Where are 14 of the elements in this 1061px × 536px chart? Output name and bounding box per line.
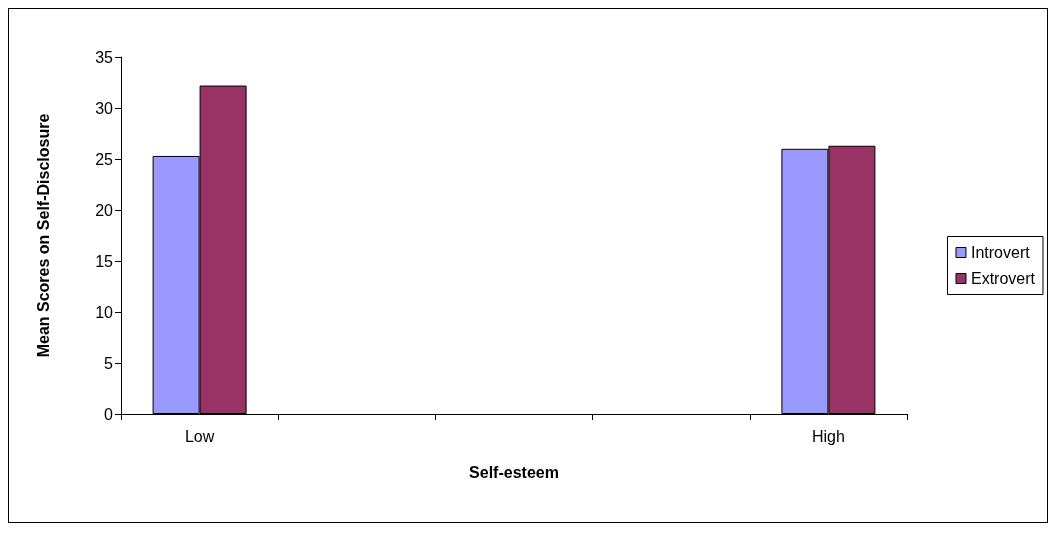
legend-label: Extrovert [970,270,1036,287]
x-tick-label: Low [184,427,215,445]
y-tick-label: 30 [95,99,114,117]
y-tick-label: 5 [104,354,114,372]
y-tick-label: 15 [95,252,114,270]
y-tick-label: 35 [95,48,114,66]
y-axis-title: Mean Scores on Self-Disclosure [34,113,52,358]
x-axis-title: Self-esteem [469,463,559,481]
y-tick-label: 25 [95,150,114,168]
x-tick-label: High [811,427,845,445]
y-tick-label: 20 [95,201,114,219]
y-tick-label: 10 [95,303,114,321]
legend-label: Introvert [970,244,1031,261]
y-tick-label: 0 [104,405,114,423]
